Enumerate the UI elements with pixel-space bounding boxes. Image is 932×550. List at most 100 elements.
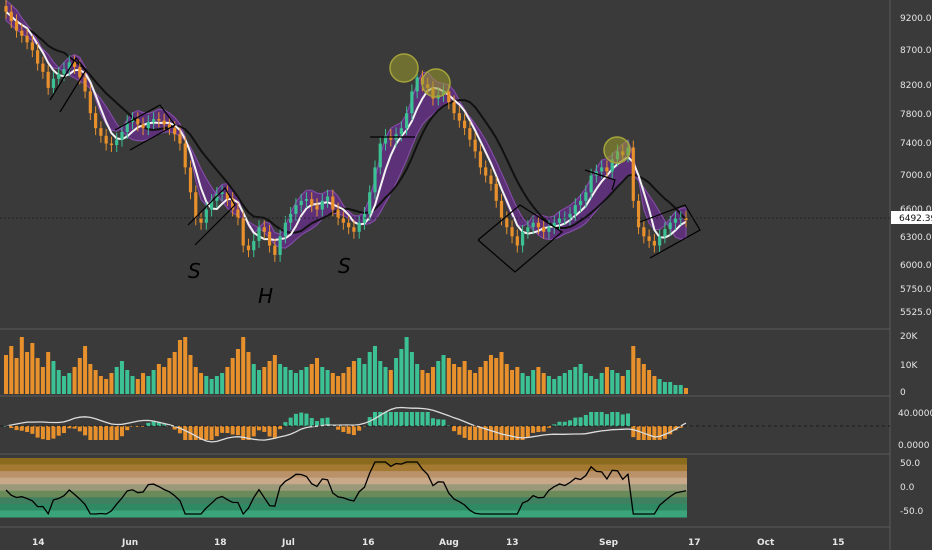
volume-bar: [525, 376, 530, 394]
oscillator-bar: [589, 412, 594, 426]
x-tick: Jul: [281, 538, 295, 548]
band-panel-background: [0, 458, 687, 518]
candle: [331, 189, 335, 217]
candle: [36, 43, 40, 71]
band-zone: [0, 471, 687, 479]
oscillator-bar: [378, 412, 383, 426]
volume-bar: [488, 355, 493, 394]
candle: [636, 193, 641, 235]
y-tick: 6000.00: [900, 261, 932, 271]
x-tick: 17: [688, 538, 701, 548]
highlight-circles: [389, 53, 631, 164]
oscillator-bar: [452, 426, 457, 432]
volume-bar: [204, 376, 209, 394]
oscillator-bar: [141, 426, 146, 427]
volume-bar: [336, 376, 341, 394]
candle: [658, 229, 662, 253]
oscillator-bar: [594, 412, 599, 426]
volume-bar: [151, 370, 156, 394]
oscillator-line: [5, 406, 687, 443]
volume-bar: [662, 382, 667, 394]
candle: [405, 106, 409, 136]
oscillator-bar: [257, 426, 262, 431]
volume-bar: [446, 358, 451, 394]
x-tick: 15: [832, 538, 845, 548]
drawn-annotations: [0, 56, 890, 273]
band-zone: [0, 503, 687, 511]
candle: [183, 136, 187, 175]
oscillator-bar: [425, 412, 430, 426]
oscillator-bar: [557, 421, 562, 426]
volume-bar: [315, 358, 320, 394]
x-tick: 18: [214, 538, 227, 548]
x-tick: 16: [362, 538, 375, 548]
volume-bar: [167, 358, 172, 394]
candle: [162, 113, 166, 132]
x-tick: Sep: [599, 538, 619, 548]
oscillator-bar: [394, 412, 399, 426]
candle: [157, 112, 161, 128]
candle: [526, 220, 530, 239]
band-zone: [0, 458, 687, 466]
volume-bar: [657, 379, 662, 394]
oscillator-bar: [193, 426, 198, 440]
candle: [536, 215, 541, 235]
oscillator-bar: [251, 426, 256, 437]
oscillator-bar: [488, 426, 493, 440]
oscillator-bar: [383, 412, 388, 426]
volume-bar: [9, 346, 14, 394]
volume-bar: [641, 364, 646, 394]
candle: [294, 198, 298, 221]
candle: [320, 193, 324, 217]
oscillator-bar: [631, 426, 636, 438]
volume-bar: [568, 370, 573, 394]
candle: [468, 121, 472, 147]
y-tick: 5750.00: [900, 285, 932, 295]
y-tick: 0: [900, 388, 906, 398]
candle: [605, 160, 609, 179]
volume-bar: [93, 370, 98, 394]
oscillator-bar: [209, 426, 214, 440]
oscillator-bar: [262, 426, 267, 432]
candle: [141, 117, 145, 136]
volume-bar: [531, 370, 536, 394]
volume-bar: [141, 373, 146, 394]
oscillator-bar: [546, 426, 551, 428]
oscillator-bar: [515, 426, 520, 440]
oscillator-bar: [199, 426, 204, 440]
oscillator-bar: [436, 419, 441, 426]
candle: [30, 35, 34, 58]
oscillator-bar: [562, 421, 567, 426]
oscillator-bar: [25, 426, 30, 433]
oscillator-bar: [357, 426, 362, 431]
candle: [246, 238, 251, 258]
oscillator-bar: [125, 426, 130, 431]
candle: [383, 128, 388, 151]
candle: [236, 202, 240, 226]
volume-bar: [599, 373, 604, 394]
oscillator-bar: [604, 414, 609, 426]
oscillator-bar: [620, 414, 625, 426]
candle: [584, 185, 588, 208]
candle: [373, 160, 377, 200]
oscillator-bar: [14, 426, 19, 431]
candle: [352, 220, 356, 239]
x-tick: Aug: [439, 538, 459, 548]
oscillator-bar: [647, 426, 652, 440]
volume-bar: [589, 376, 594, 394]
volume-bar: [146, 376, 151, 394]
volume-bar: [209, 379, 214, 394]
volume-bar: [61, 376, 66, 394]
candle: [415, 70, 419, 99]
volume-bar: [620, 376, 625, 394]
volume-bar: [504, 364, 509, 394]
oscillator-bar: [420, 412, 425, 426]
volume-bar: [652, 376, 657, 394]
oscillator-bar: [104, 426, 109, 440]
candle: [283, 215, 287, 244]
annotation-h: H: [258, 284, 273, 308]
candle: [573, 198, 577, 221]
candle: [668, 215, 672, 237]
volume-bar: [473, 373, 478, 394]
